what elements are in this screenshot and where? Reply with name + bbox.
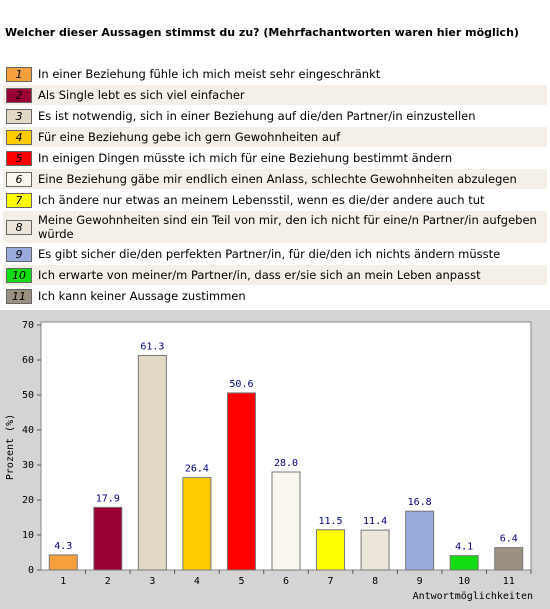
x-tick-label: 8 (372, 576, 378, 587)
legend-row: 3 Es ist notwendig, sich in einer Beziehu… (3, 105, 547, 126)
x-tick-label: 1 (60, 576, 66, 587)
legend-number: 7 (6, 192, 32, 208)
legend-text: Ich kann keiner Aussage zustimmen (38, 289, 246, 303)
legend-number: 8 (6, 219, 32, 235)
legend-number: 10 (6, 267, 32, 283)
y-tick-label: 50 (22, 390, 34, 401)
legend-text: Es ist notwendig, sich in einer Beziehun… (38, 109, 476, 123)
y-axis-label: Prozent (%) (5, 414, 16, 480)
value-label: 4.3 (54, 541, 72, 552)
legend-number: 3 (6, 108, 32, 124)
legend-row: 6 Eine Beziehung gäbe mir endlich einen A… (3, 168, 547, 189)
bar (449, 555, 479, 571)
legend-row: 2 Als Single lebt es sich viel einfacher (3, 84, 547, 105)
y-tick-label: 20 (22, 495, 34, 506)
legend-row: 11 Ich kann keiner Aussage zustimmen (3, 285, 547, 306)
value-label: 61.3 (140, 341, 164, 352)
legend-text: Für eine Beziehung gebe ich gern Gewohnh… (38, 130, 341, 144)
x-tick-label: 4 (194, 576, 200, 587)
legend-row: 9 Es gibt sicher die/den perfekten Partne… (3, 243, 547, 264)
value-label: 11.4 (363, 516, 387, 527)
legend-number: 5 (6, 150, 32, 166)
x-tick-label: 7 (328, 576, 334, 587)
value-label: 26.4 (185, 464, 209, 475)
legend-number: 2 (6, 87, 32, 103)
legend-number: 4 (6, 129, 32, 145)
value-label: 16.8 (408, 497, 432, 508)
bar (316, 529, 346, 571)
y-tick-label: 10 (22, 530, 34, 541)
bar (405, 510, 435, 571)
legend-text: Meine Gewohnheiten sind ein Teil von mir… (38, 213, 537, 241)
bar (182, 477, 212, 571)
legend-text: Es gibt sicher die/den perfekten Partner… (38, 247, 501, 261)
x-tick-label: 9 (417, 576, 423, 587)
x-tick-label: 11 (503, 576, 515, 587)
legend-number: 9 (6, 246, 32, 262)
x-tick-label: 10 (458, 576, 470, 587)
legend-text: Eine Beziehung gäbe mir endlich einen An… (38, 172, 517, 186)
legend-text: Ich ändere nur etwas an meinem Lebenssti… (38, 193, 485, 207)
legend-text: Als Single lebt es sich viel einfacher (38, 88, 245, 102)
bar (360, 529, 390, 571)
value-label: 11.5 (318, 516, 342, 527)
legend-text: Ich erwarte von meiner/m Partner/in, das… (38, 268, 481, 282)
legend-text: In einer Beziehung fühle ich mich meist … (38, 67, 381, 81)
legend-row: 10 Ich erwarte von meiner/m Partner/in, d… (3, 264, 547, 285)
legend-row: 1 In einer Beziehung fühle ich mich meist… (3, 63, 547, 84)
value-label: 50.6 (229, 379, 253, 390)
x-tick-label: 2 (105, 576, 111, 587)
bar (137, 354, 167, 571)
y-tick-label: 70 (22, 320, 34, 331)
chart: Prozent (%) Antwortmöglichkeiten 0 10 20 30… (0, 310, 550, 609)
value-label: 28.0 (274, 458, 298, 469)
legend-row: 5 In einigen Dingen müsste ich mich für e… (3, 147, 547, 168)
legend-row: 7 Ich ändere nur etwas an meinem Lebensst… (3, 189, 547, 210)
legend-number: 1 (6, 66, 32, 82)
bar (271, 471, 301, 571)
y-tick-label: 60 (22, 355, 34, 366)
bar (93, 506, 123, 571)
legend-row: 4 Für eine Beziehung gebe ich gern Gewohn… (3, 126, 547, 147)
bar (494, 547, 524, 571)
x-tick-label: 5 (238, 576, 244, 587)
bar (226, 392, 256, 571)
x-axis-label: Antwortmöglichkeiten (413, 591, 533, 602)
legend-number: 11 (6, 288, 32, 304)
y-tick-label: 0 (28, 565, 34, 576)
value-label: 4.1 (455, 542, 473, 553)
legend: 1 In einer Beziehung fühle ich mich meist… (3, 63, 547, 306)
bar (48, 554, 78, 571)
legend-number: 6 (6, 171, 32, 187)
x-tick-label: 6 (283, 576, 289, 587)
x-tick-label: 3 (149, 576, 155, 587)
value-label: 17.9 (96, 493, 120, 504)
title: Welcher dieser Aussagen stimmst du zu? (… (5, 26, 519, 39)
legend-text: In einigen Dingen müsste ich mich für ei… (38, 151, 453, 165)
y-tick-label: 30 (22, 460, 34, 471)
legend-row: 8 Meine Gewohnheiten sind ein Teil von mi… (3, 210, 547, 243)
value-label: 6.4 (500, 534, 518, 545)
y-tick-label: 40 (22, 425, 34, 436)
